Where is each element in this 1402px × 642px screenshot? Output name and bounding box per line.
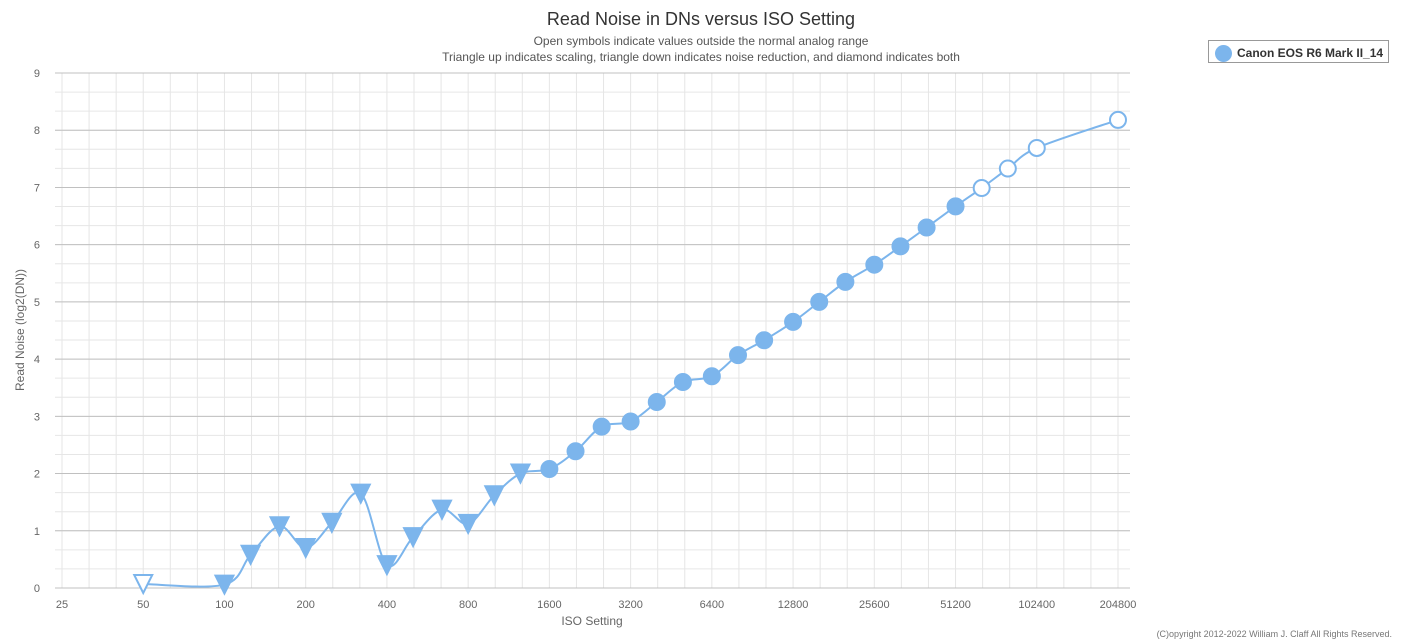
- data-point-circle[interactable]: [702, 367, 721, 386]
- x-tick-label: 25: [56, 599, 68, 611]
- data-point-circle[interactable]: [566, 442, 585, 461]
- data-point-circle[interactable]: [891, 237, 910, 256]
- data-point-circle[interactable]: [836, 272, 855, 291]
- x-tick-label: 1600: [537, 599, 561, 611]
- y-tick-label: 1: [34, 526, 40, 538]
- y-axis-title: Read Noise (log2(DN)): [13, 269, 27, 391]
- data-point-circle[interactable]: [784, 312, 803, 331]
- x-tick-label: 100: [215, 599, 233, 611]
- y-tick-label: 2: [34, 469, 40, 481]
- data-point-circle[interactable]: [1027, 138, 1046, 157]
- data-point-triangle-down[interactable]: [132, 573, 154, 596]
- x-axis-ticks: 25 50 100 200 400 800 1600 3200 6400 12800 25600 51…: [56, 599, 1136, 611]
- data-point-triangle-down[interactable]: [431, 499, 453, 521]
- data-point-triangle-down[interactable]: [376, 555, 398, 577]
- data-point-triangle-down[interactable]: [213, 574, 236, 596]
- data-point-circle[interactable]: [810, 292, 829, 311]
- x-tick-label: 6400: [700, 599, 724, 611]
- x-tick-label: 3200: [618, 599, 642, 611]
- y-tick-label: 6: [34, 240, 40, 252]
- data-point-circle[interactable]: [673, 373, 692, 391]
- x-axis-title: ISO Setting: [561, 614, 622, 628]
- data-point-circle[interactable]: [998, 159, 1017, 178]
- chart-title: Read Noise in DNs versus ISO Setting: [547, 9, 855, 29]
- y-tick-label: 0: [34, 583, 40, 595]
- x-tick-label: 25600: [859, 599, 890, 611]
- data-point-triangle-down[interactable]: [295, 537, 317, 560]
- data-point-circle[interactable]: [972, 179, 991, 198]
- data-point-triangle-down[interactable]: [350, 483, 372, 505]
- x-tick-label: 102400: [1018, 599, 1055, 611]
- y-tick-label: 5: [34, 297, 40, 309]
- data-point-triangle-down[interactable]: [457, 513, 479, 536]
- data-point-circle[interactable]: [917, 218, 936, 237]
- data-point-circle[interactable]: [540, 459, 559, 478]
- y-tick-label: 9: [34, 68, 40, 80]
- chart-subtitle-line-1: Open symbols indicate values outside the…: [534, 34, 869, 48]
- y-tick-label: 4: [34, 354, 40, 366]
- data-point-circle[interactable]: [592, 417, 611, 436]
- data-point-triangle-down[interactable]: [321, 512, 343, 535]
- y-tick-label: 7: [34, 182, 40, 194]
- series-markers: [132, 110, 1127, 596]
- data-point-circle[interactable]: [621, 412, 640, 431]
- copyright: (C)opyright 2012-2022 William J. Claff A…: [1156, 629, 1392, 639]
- data-point-triangle-down[interactable]: [239, 544, 262, 567]
- data-point-triangle-down[interactable]: [483, 485, 505, 507]
- x-tick-label: 800: [459, 599, 477, 611]
- x-tick-label: 12800: [778, 599, 809, 611]
- data-point-circle[interactable]: [728, 346, 747, 365]
- chart-subtitle-line-2: Triangle up indicates scaling, triangle …: [442, 50, 960, 64]
- x-tick-label: 400: [378, 599, 396, 611]
- data-point-circle[interactable]: [946, 197, 965, 216]
- data-point-triangle-down[interactable]: [509, 463, 532, 485]
- x-tick-label: 51200: [940, 599, 971, 611]
- data-point-circle[interactable]: [1109, 110, 1127, 129]
- legend-label: Canon EOS R6 Mark II_14: [1237, 46, 1384, 60]
- y-tick-label: 3: [34, 411, 40, 423]
- x-tick-label: 200: [297, 599, 315, 611]
- data-point-triangle-down[interactable]: [402, 527, 424, 549]
- data-point-circle[interactable]: [647, 393, 666, 412]
- data-point-circle[interactable]: [865, 255, 884, 274]
- legend[interactable]: Canon EOS R6 Mark II_14: [1208, 40, 1389, 63]
- x-tick-label: 204800: [1100, 599, 1137, 611]
- grid: [55, 72, 1130, 589]
- x-tick-label: 50: [137, 599, 149, 611]
- y-axis-ticks: 0 1 2 3 4 5 6 7 8 9: [34, 68, 40, 595]
- y-tick-label: 8: [34, 125, 40, 137]
- data-point-triangle-down[interactable]: [268, 516, 291, 538]
- data-point-circle[interactable]: [755, 331, 774, 350]
- legend-circle-icon: [1215, 45, 1232, 62]
